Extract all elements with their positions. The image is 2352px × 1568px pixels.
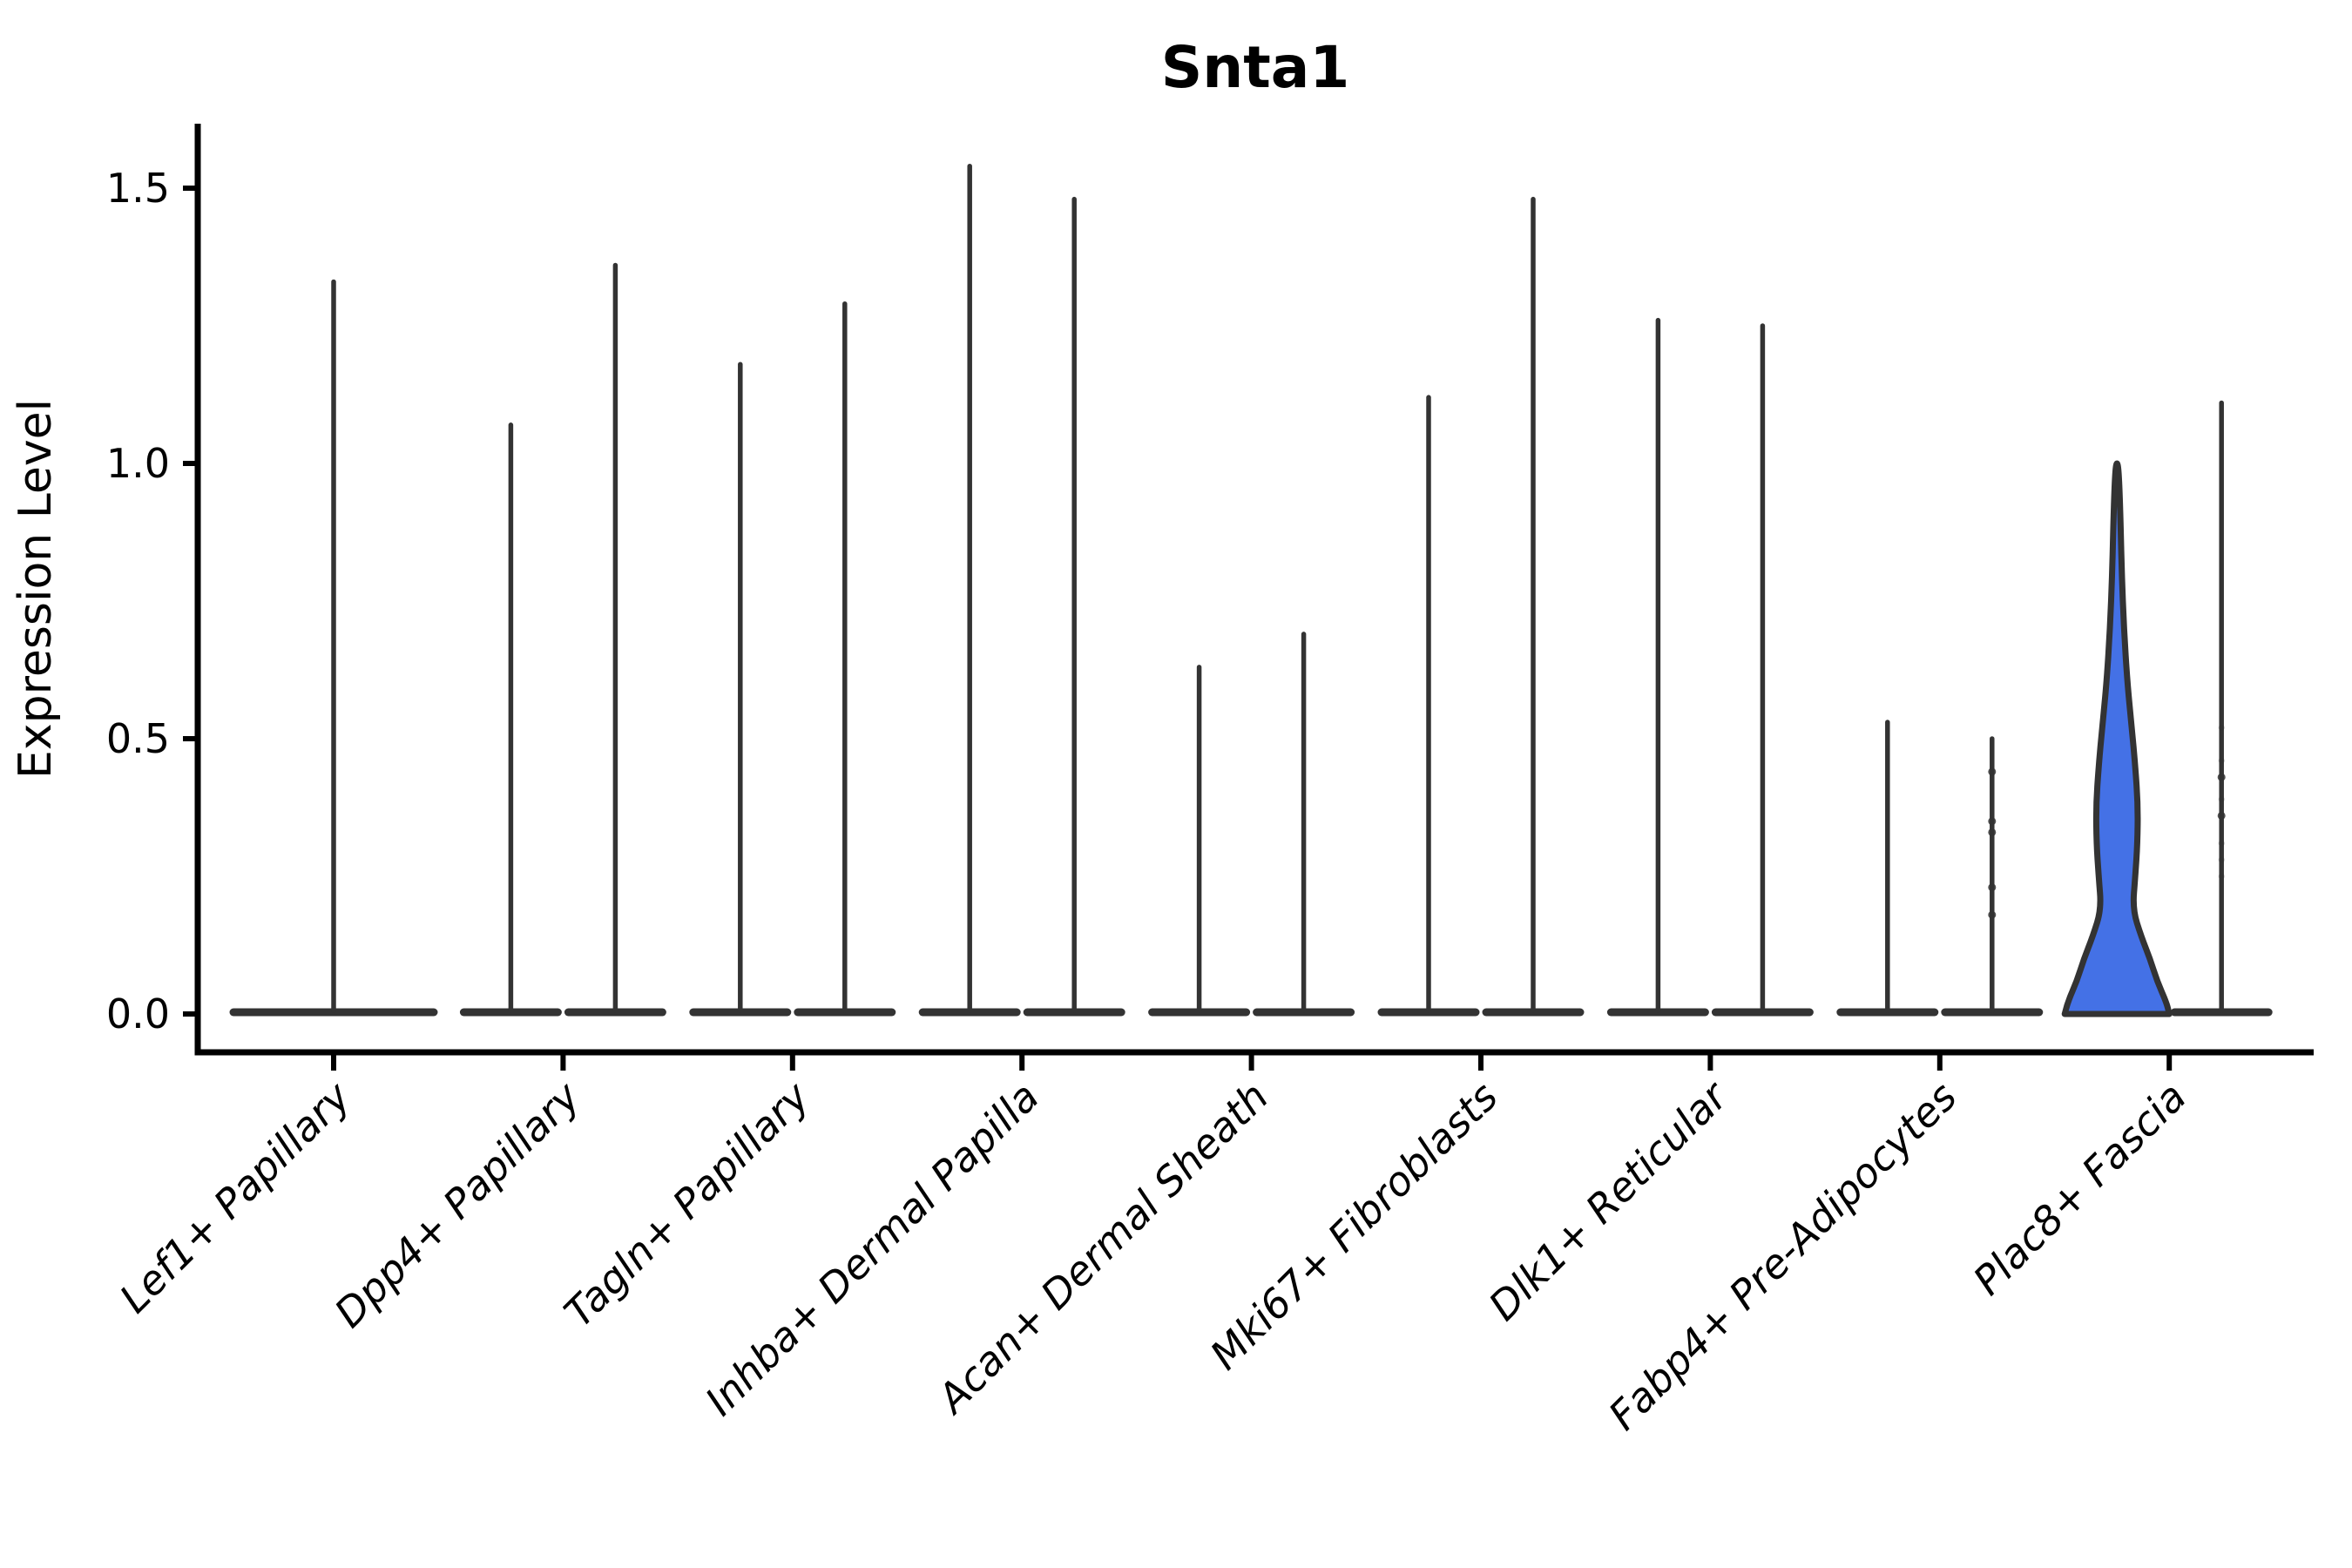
chart-title: Snta1: [1161, 34, 1350, 101]
cell-point: [1988, 767, 1997, 776]
cell-point: [2217, 811, 2226, 820]
cell-point: [1988, 817, 1997, 826]
cell-point: [1988, 883, 1997, 892]
filled-violin: [2061, 460, 2173, 1017]
cell-point: [2217, 773, 2226, 781]
y-tick-label: 1.5: [106, 165, 170, 212]
cell-point-faint: [2218, 856, 2225, 863]
x-tick-label: Lef1+ Papillary: [111, 1072, 360, 1321]
y-tick-label: 0.5: [106, 715, 170, 762]
x-tick-label: Dpp4+ Papillary: [326, 1072, 590, 1336]
y-axis-label: Expression Level: [10, 399, 62, 779]
cell-point-faint: [2218, 724, 2225, 731]
y-tick-label: 0.0: [106, 990, 170, 1037]
x-tick-label: Tagln+ Papillary: [555, 1072, 819, 1336]
cell-point-faint: [2218, 840, 2225, 847]
cell-point-faint: [2218, 873, 2225, 880]
x-tick-label: Dlk1+ Reticular: [1480, 1071, 1739, 1329]
cell-point-faint: [2218, 796, 2225, 803]
cell-point: [1988, 828, 1997, 836]
x-tick-label: Plac8+ Fascia: [1964, 1073, 2195, 1304]
cell-point: [1988, 910, 1997, 919]
y-tick-label: 1.0: [106, 440, 170, 487]
cell-point-faint: [2218, 757, 2225, 764]
